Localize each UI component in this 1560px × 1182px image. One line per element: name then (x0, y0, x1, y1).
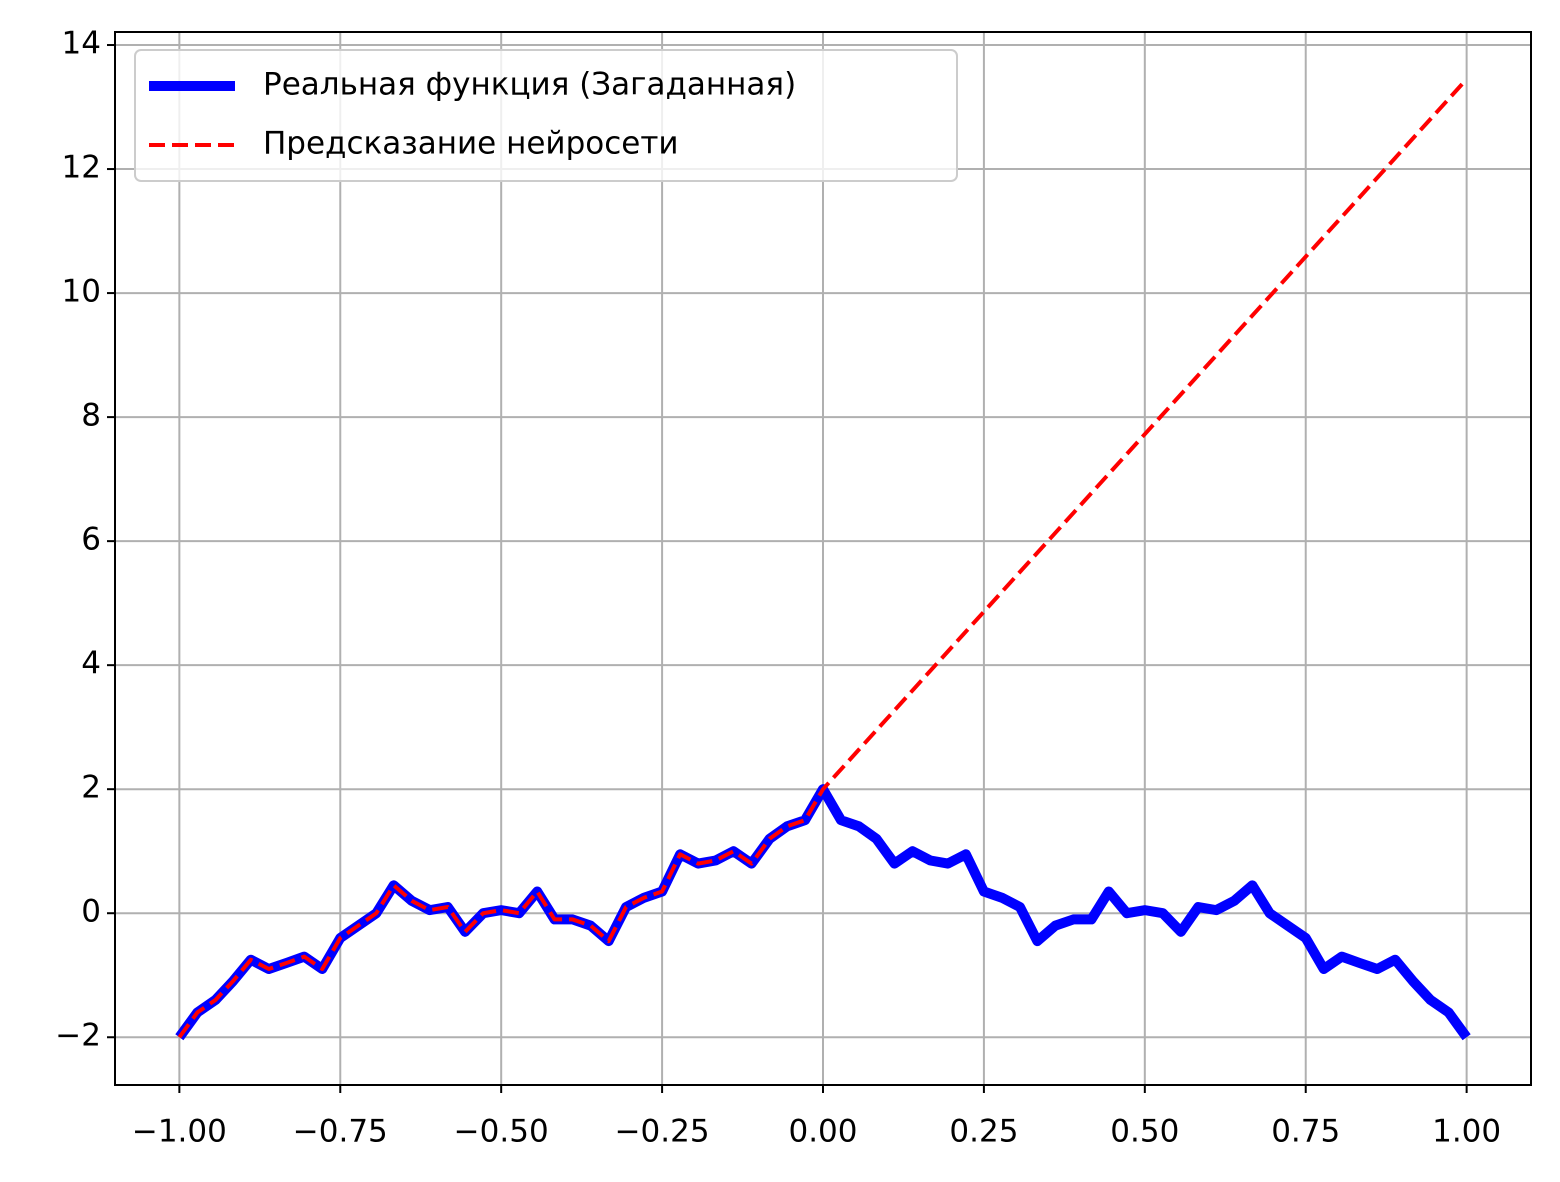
legend-label: Реальная функция (Загаданная) (263, 67, 796, 103)
x-tick-label: −0.50 (454, 1114, 549, 1150)
x-tick-label: −1.00 (132, 1114, 227, 1150)
plot-frame (114, 31, 1532, 1086)
legend-box (134, 49, 958, 182)
x-tick-label: 0.75 (1271, 1114, 1340, 1150)
x-tick-label: 0.50 (1110, 1114, 1179, 1150)
y-tick-label: 4 (81, 646, 101, 682)
x-tick-label: 0.25 (949, 1114, 1018, 1150)
x-tick-label: 1.00 (1432, 1114, 1501, 1150)
x-tick-label: 0.00 (788, 1114, 857, 1150)
y-tick-label: 0 (81, 894, 101, 930)
series-line (177, 77, 1469, 1039)
y-tick-label: −2 (55, 1018, 101, 1054)
y-tick-label: 10 (62, 274, 101, 310)
y-tick-label: 6 (81, 522, 101, 558)
y-tick-label: 14 (62, 26, 101, 62)
y-tick-label: 8 (81, 398, 101, 434)
y-tick-label: 2 (81, 770, 101, 806)
legend-label: Предсказание нейросети (263, 126, 679, 162)
y-tick-label: 12 (62, 150, 101, 186)
x-tick-label: −0.25 (615, 1114, 710, 1150)
x-tick-label: −0.75 (293, 1114, 388, 1150)
